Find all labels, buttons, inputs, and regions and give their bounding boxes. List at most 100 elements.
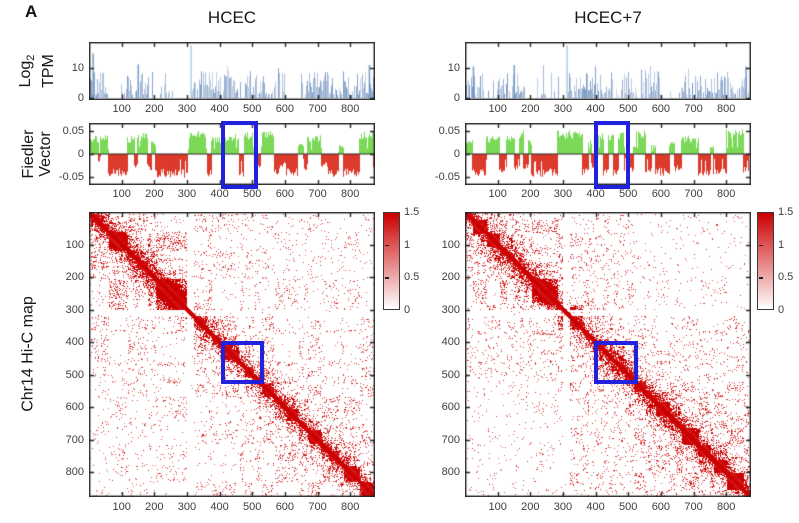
colorbar-tick-mark (758, 277, 763, 279)
y-tick-label: 0 (77, 148, 84, 160)
y-tick-label: -0.05 (434, 171, 460, 183)
x-tick-label: 200 (145, 188, 164, 200)
x-tick-label: 100 (488, 188, 507, 200)
y-tick-label: 300 (441, 303, 460, 316)
fiedler-plot-hcec (89, 123, 375, 185)
x-tick-label: 400 (210, 188, 229, 200)
colorbar-tick-label: 0 (778, 304, 785, 316)
x-tick-label: 700 (308, 103, 327, 115)
colorbar-tick-label: 1.5 (778, 206, 794, 218)
tpm-plot-hcec+7 (465, 42, 751, 100)
x-tick-label: 500 (243, 501, 262, 513)
x-tick-label: 200 (521, 188, 540, 200)
x-tick-label: 400 (586, 103, 605, 115)
y-tick-label: 200 (441, 271, 460, 284)
colorbar-tick-mark (758, 244, 763, 247)
y-tick-label: 0.05 (438, 125, 460, 137)
column-title-hcec: HCEC (207, 8, 257, 27)
x-tick-label: 300 (553, 501, 573, 513)
x-tick-label: 100 (488, 501, 507, 513)
hic-highlight-box-hcec (221, 341, 265, 384)
colorbar-tick-mark (384, 244, 389, 247)
hic-highlight-box-hcec+7 (594, 341, 639, 384)
colorbar-tick-label: 0 (404, 304, 411, 316)
x-tick-label: 500 (619, 103, 638, 115)
ylabel-chr14-line: Chr14 Hi-C map (19, 296, 37, 412)
y-tick-label: -0.05 (58, 171, 84, 183)
x-tick-label: 800 (716, 188, 736, 200)
x-tick-label: 500 (619, 501, 638, 513)
y-tick-label: 600 (65, 401, 84, 414)
x-tick-label: 200 (145, 103, 164, 115)
y-tick-label: 700 (65, 433, 84, 446)
y-tick-label: 200 (65, 271, 84, 284)
x-tick-label: 700 (308, 501, 327, 513)
ylabel-chr14-hic-map: Chr14 Hi-C map (20, 296, 37, 412)
fiedler-plot-hcec+7 (465, 123, 751, 185)
x-tick-label: 800 (716, 501, 736, 513)
column-title-hcec7: HCEC+7 (574, 8, 642, 27)
x-tick-label: 400 (210, 103, 229, 115)
ylabel-log2-line: Log2 (16, 54, 38, 88)
y-tick-label: 400 (441, 336, 460, 349)
x-tick-label: 800 (340, 501, 360, 513)
ylabel-fiedler-line: Fiedler (20, 129, 37, 179)
panel-label: A (25, 2, 38, 21)
colorbar-tick-label: 1.5 (404, 206, 420, 218)
colorbar-tick-label: 0.5 (778, 271, 794, 284)
x-tick-label: 200 (521, 501, 540, 513)
x-tick-label: 700 (684, 501, 703, 513)
x-tick-label: 800 (716, 103, 736, 115)
y-tick-label: 0 (453, 92, 460, 104)
colorbar-hcec (383, 212, 400, 310)
y-tick-label: 100 (65, 238, 84, 251)
x-tick-label: 100 (112, 501, 131, 513)
y-tick-label: 800 (65, 466, 84, 479)
hic-heatmap-hcec+7 (465, 212, 751, 497)
y-tick-label: 10 (71, 62, 84, 74)
x-tick-label: 700 (684, 103, 703, 115)
colorbar-tick-mark (384, 277, 389, 279)
y-tick-label: 500 (441, 368, 460, 381)
colorbar-hcec+7 (757, 212, 774, 310)
x-tick-label: 600 (275, 103, 295, 115)
x-tick-label: 500 (243, 188, 262, 200)
colorbar-tick-label: 1 (778, 238, 785, 251)
x-tick-label: 800 (340, 188, 360, 200)
x-tick-label: 800 (340, 103, 360, 115)
x-tick-label: 700 (308, 188, 327, 200)
colorbar-tick-label: 0.5 (404, 271, 420, 284)
y-tick-label: 10 (447, 62, 460, 74)
y-tick-label: 0 (453, 148, 460, 160)
colorbar-tick-label: 1 (404, 238, 411, 251)
y-tick-label: 300 (65, 303, 84, 316)
x-tick-label: 100 (112, 103, 131, 115)
x-tick-label: 500 (243, 103, 262, 115)
x-tick-label: 500 (619, 188, 638, 200)
y-tick-label: 600 (441, 401, 460, 414)
y-tick-label: 0.05 (62, 125, 84, 137)
x-tick-label: 400 (210, 501, 229, 513)
x-tick-label: 600 (651, 188, 671, 200)
x-tick-label: 400 (586, 501, 605, 513)
fiedler-highlight-box-hcec (221, 121, 259, 189)
x-tick-label: 300 (177, 501, 197, 513)
x-tick-label: 200 (145, 501, 164, 513)
y-tick-label: 700 (441, 433, 460, 446)
y-tick-label: 500 (65, 368, 84, 381)
x-tick-label: 300 (177, 103, 197, 115)
y-tick-label: 800 (441, 466, 460, 479)
fiedler-highlight-box-hcec+7 (594, 121, 631, 189)
x-tick-label: 700 (684, 188, 703, 200)
y-tick-label: 0 (77, 92, 84, 104)
x-tick-label: 300 (553, 103, 573, 115)
y-tick-label: 400 (65, 336, 84, 349)
x-tick-label: 600 (275, 188, 295, 200)
x-tick-label: 600 (275, 501, 295, 513)
x-tick-label: 400 (586, 188, 605, 200)
x-tick-label: 600 (651, 501, 671, 513)
x-tick-label: 300 (553, 188, 573, 200)
x-tick-label: 600 (651, 103, 671, 115)
hic-heatmap-hcec (89, 212, 375, 497)
